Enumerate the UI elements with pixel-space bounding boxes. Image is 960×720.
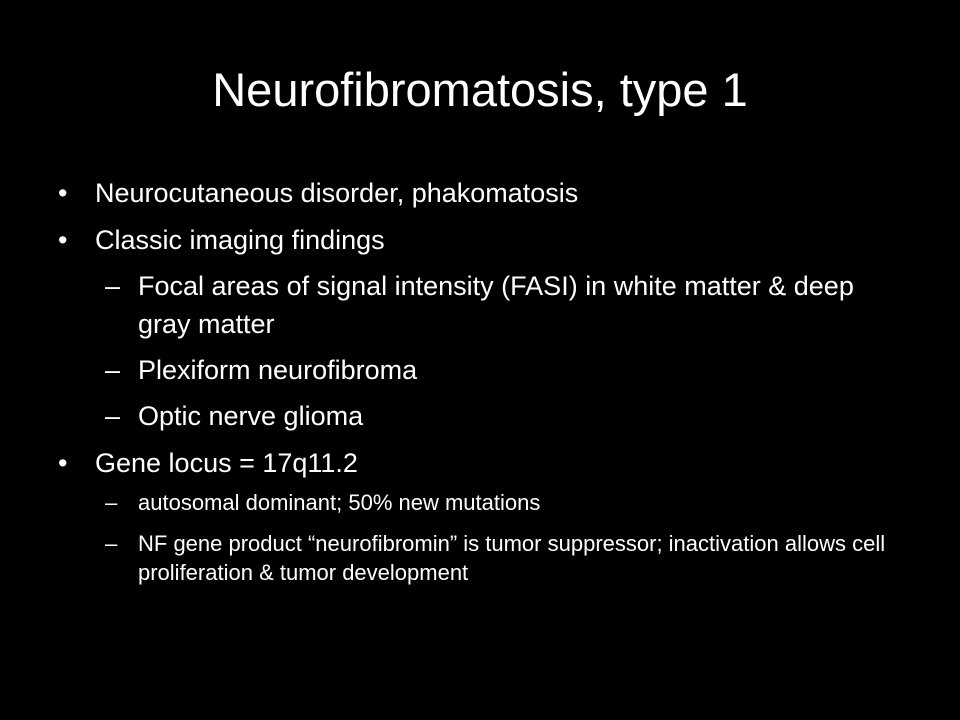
bullet-item: • Neurocutaneous disorder, phakomatosis bbox=[58, 174, 918, 212]
sub-bullet-marker: – bbox=[105, 401, 121, 431]
bullet-marker: • bbox=[58, 225, 68, 255]
bullet-item: • Gene locus = 17q11.2 bbox=[58, 444, 918, 482]
sub-bullet-marker: – bbox=[105, 271, 121, 301]
bullet-text: Neurocutaneous disorder, phakomatosis bbox=[95, 178, 579, 208]
sub-bullet-item: – Plexiform neurofibroma bbox=[105, 351, 895, 389]
sub-bullet-text: Optic nerve glioma bbox=[138, 401, 364, 431]
bullet-text: Gene locus = 17q11.2 bbox=[95, 448, 358, 478]
slide-title: Neurofibromatosis, type 1 bbox=[212, 63, 748, 116]
bullet-text: Classic imaging findings bbox=[95, 225, 385, 255]
bullet-item: • Classic imaging findings bbox=[58, 221, 918, 259]
sub-bullet-item: – Focal areas of signal intensity (FASI)… bbox=[105, 267, 895, 343]
sub-bullet-text: autosomal dominant; 50% new mutations bbox=[138, 490, 541, 515]
sub-bullet-item: – NF gene product “neurofibromin” is tum… bbox=[105, 529, 905, 587]
sub-bullet-text: Plexiform neurofibroma bbox=[138, 355, 418, 385]
sub-bullet-marker: – bbox=[105, 490, 118, 515]
sub-bullet-marker: – bbox=[105, 531, 118, 556]
sub-bullet-marker: – bbox=[105, 355, 121, 385]
sub-bullet-item: – autosomal dominant; 50% new mutations bbox=[105, 488, 905, 517]
sub-bullet-text: NF gene product “neurofibromin” is tumor… bbox=[138, 531, 886, 585]
bullet-marker: • bbox=[58, 448, 68, 478]
sub-bullet-text: Focal areas of signal intensity (FASI) i… bbox=[138, 271, 854, 339]
bullet-marker: • bbox=[58, 178, 68, 208]
sub-bullet-item: – Optic nerve glioma bbox=[105, 397, 895, 435]
